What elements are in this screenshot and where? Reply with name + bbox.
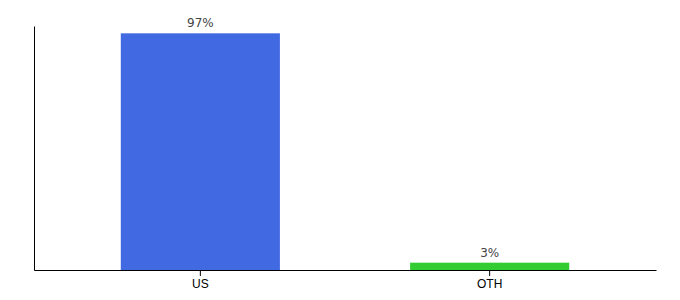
plot: US OTH 97% 3% bbox=[35, 16, 657, 290]
y-axis bbox=[34, 27, 35, 271]
bar bbox=[410, 263, 569, 270]
x-tick-label: US bbox=[192, 277, 209, 291]
data-label: 97% bbox=[187, 16, 214, 30]
x-axis: US OTH bbox=[35, 270, 657, 291]
x-axis-line bbox=[35, 270, 657, 271]
bars bbox=[121, 33, 569, 270]
data-labels: 97% 3% bbox=[187, 16, 499, 259]
x-tick-mark bbox=[200, 270, 201, 276]
bar bbox=[121, 33, 280, 270]
x-tick: OTH bbox=[477, 270, 502, 291]
x-tick: US bbox=[192, 270, 209, 291]
data-label: 3% bbox=[480, 246, 499, 260]
x-tick-mark bbox=[489, 270, 490, 276]
x-tick-label: OTH bbox=[477, 277, 502, 291]
y-axis-line bbox=[34, 27, 35, 271]
chart: US OTH 97% 3% bbox=[0, 0, 680, 300]
